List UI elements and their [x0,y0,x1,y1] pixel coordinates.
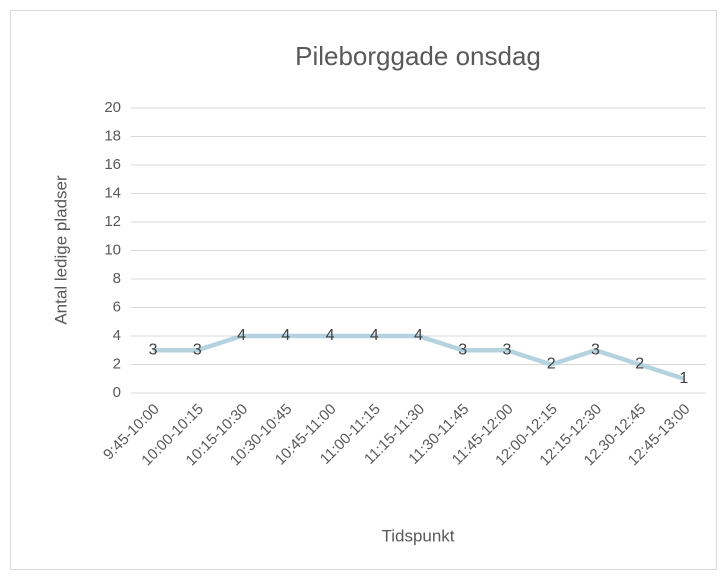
data-label: 3 [503,341,512,358]
y-tick-label: 0 [113,384,121,401]
data-label: 2 [635,356,644,373]
data-label: 3 [193,341,202,358]
chart-title: Pileborggade onsdag [295,41,541,71]
y-axis-title: Antal ledige pladser [51,175,70,325]
data-label: 4 [414,327,423,344]
y-tick-label: 14 [104,184,121,201]
data-label: 4 [326,327,335,344]
data-label: 3 [458,341,467,358]
y-tick-label: 18 [104,127,121,144]
data-label: 4 [237,327,246,344]
data-label: 3 [149,341,158,358]
data-label: 3 [591,341,600,358]
y-tick-label: 10 [104,241,121,258]
data-label: 4 [281,327,290,344]
data-label: 1 [679,370,688,387]
y-tick-label: 2 [113,355,121,372]
x-axis-title: Tidspunkt [381,526,454,545]
y-tick-label: 4 [113,327,121,344]
data-label: 4 [370,327,379,344]
y-tick-label: 16 [104,156,121,173]
y-tick-label: 20 [104,99,121,116]
y-tick-label: 12 [104,213,121,230]
y-tick-label: 6 [113,298,121,315]
y-tick-label: 8 [113,270,121,287]
chart-border [10,10,717,570]
data-line [153,333,685,381]
data-label: 2 [547,356,556,373]
